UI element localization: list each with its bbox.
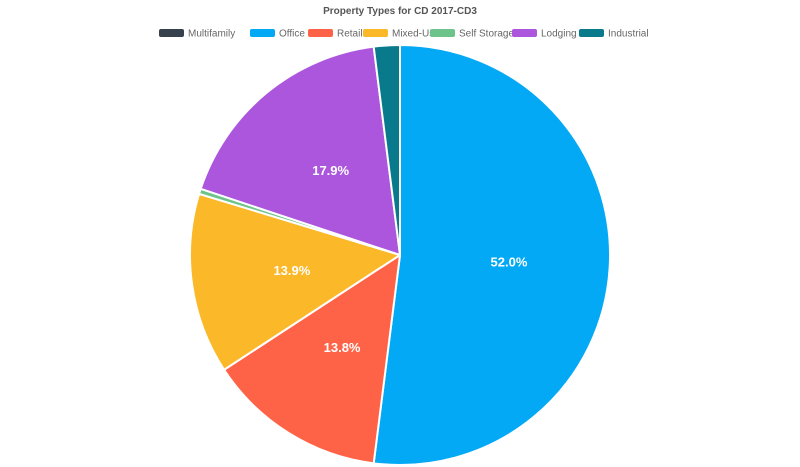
- legend-swatch-mixed-use: [363, 29, 388, 37]
- legend-swatch-multifamily: [159, 29, 184, 37]
- legend-swatch-industrial: [579, 29, 604, 37]
- legend-item-self-storage[interactable]: Self Storage: [430, 29, 514, 40]
- legend-item-industrial[interactable]: Industrial: [579, 29, 649, 40]
- chart-title: Property Types for CD 2017-CD3: [323, 6, 477, 17]
- legend-item-lodging[interactable]: Lodging: [512, 29, 577, 40]
- legend-item-multifamily[interactable]: Multifamily: [159, 29, 235, 40]
- slice-mixed-use[interactable]: [189, 192, 401, 371]
- slice-office[interactable]: [372, 44, 611, 466]
- legend-label-office: Office: [279, 29, 305, 40]
- legend-swatch-lodging: [512, 29, 537, 37]
- slice-industrial[interactable]: [372, 44, 401, 256]
- legend-label-retail: Retail: [337, 29, 363, 40]
- data-label-lodging: 17.9%: [312, 163, 349, 178]
- legend-item-office[interactable]: Office: [250, 29, 305, 40]
- legend-item-mixed-use[interactable]: Mixed-Use: [363, 29, 440, 40]
- legend-label-self-storage: Self Storage: [459, 29, 514, 40]
- legend-swatch-office: [250, 29, 275, 37]
- legend-label-multifamily: Multifamily: [188, 29, 235, 40]
- data-label-office: 52.0%: [491, 254, 528, 269]
- legend-swatch-self-storage: [430, 29, 455, 37]
- legend-swatch-retail: [308, 29, 333, 37]
- data-label-mixed-use: 13.9%: [273, 263, 310, 278]
- pie-slices: [189, 44, 611, 466]
- legend-item-retail[interactable]: Retail: [308, 29, 363, 40]
- legend-label-industrial: Industrial: [608, 29, 649, 40]
- data-label-retail: 13.8%: [324, 340, 361, 355]
- slice-retail[interactable]: [223, 254, 401, 465]
- legend-label-lodging: Lodging: [541, 29, 577, 40]
- slice-lodging[interactable]: [199, 45, 401, 256]
- legend-label-mixed-use: Mixed-Use: [392, 29, 440, 40]
- legend: Multifamily Office Retail Mixed-Use Self Sto…: [159, 29, 649, 40]
- slice-labels: 52.0% 13.8% 13.9% 17.9%: [273, 163, 527, 355]
